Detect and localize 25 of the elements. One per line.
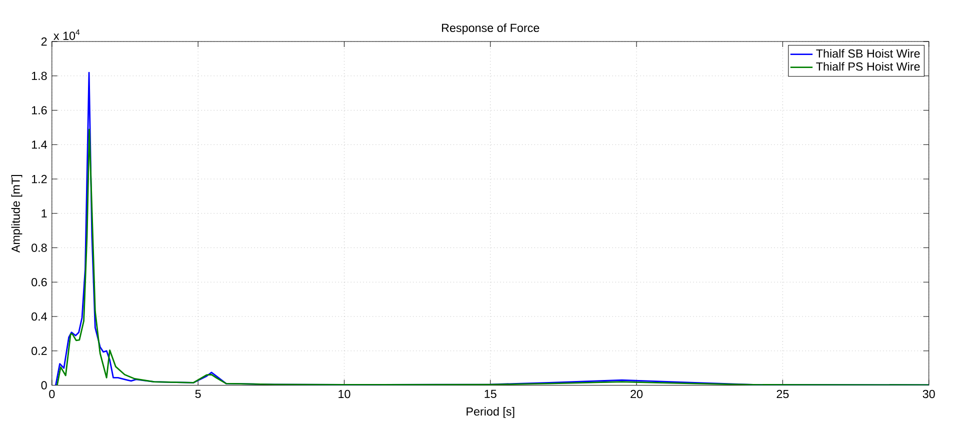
legend-label: Thialf SB Hoist Wire	[816, 49, 920, 58]
x-tick-label: 30	[922, 390, 935, 398]
y-tick-label: 0.8	[32, 244, 47, 252]
x-tick-label: 20	[630, 390, 643, 398]
x-tick-label: 15	[484, 390, 496, 398]
line-series	[56, 128, 929, 386]
y-tick-label: 1.8	[32, 72, 47, 80]
text: x 10$^{4}$	[54, 30, 80, 40]
y-axis-title: Amplitude [mT]	[11, 175, 22, 253]
legend-label: Thialf PS Hoist Wire	[816, 62, 920, 71]
y-tick-label: 0.2	[32, 346, 47, 356]
y-tick-label: 0	[41, 381, 47, 390]
x-tick-label: 10	[338, 390, 350, 398]
x-axis-title: Period [s]	[466, 407, 514, 418]
x-tick-label: 5	[195, 390, 201, 398]
y-tick-label: 0.6	[32, 278, 47, 286]
chart-title: Response of Force	[442, 24, 540, 34]
y-tick-label: 0.4	[32, 312, 47, 321]
y-tick-label: 1	[42, 209, 47, 218]
x-tick-label: 25	[776, 390, 789, 398]
x-tick-label: 0	[49, 390, 55, 398]
y-tick-label: 1.2	[32, 175, 47, 184]
y-tick-label: 2	[41, 38, 47, 46]
y-tick-label: 1.6	[32, 106, 47, 114]
y-tick-label: 1.4	[32, 140, 47, 149]
